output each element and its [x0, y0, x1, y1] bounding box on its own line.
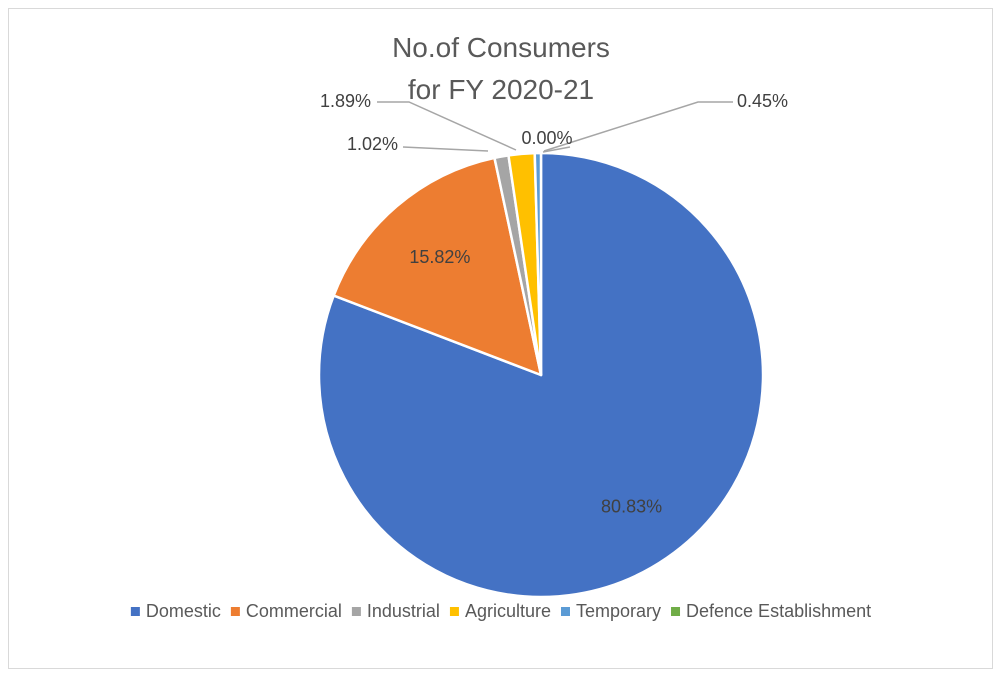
- legend-item-domestic: Domestic: [130, 601, 221, 621]
- pie-slice-commercial: [332, 156, 543, 377]
- legend-label-industrial: Industrial: [367, 601, 440, 621]
- legend-item-commercial: Commercial: [230, 601, 342, 621]
- leader-line-industrial: [402, 146, 489, 152]
- legend-swatch-agriculture: [449, 607, 459, 616]
- legend-swatch-commercial: [230, 607, 240, 616]
- legend-item-temporary: Temporary: [560, 601, 661, 621]
- legend-swatch-industrial: [351, 607, 361, 616]
- legend-swatch-domestic: [130, 607, 140, 616]
- data-label-domestic: 80.83%: [601, 497, 662, 517]
- legend-label-agriculture: Agriculture: [465, 601, 551, 621]
- chart-title-line-2: for FY 2020-21: [408, 74, 594, 105]
- leader-line-agriculture: [377, 101, 517, 151]
- legend: Domestic Commercial Industrial Agriculture T…: [130, 601, 871, 621]
- legend-swatch-defence-establishment: [671, 607, 681, 616]
- data-label-industrial: 1.02%: [347, 134, 398, 154]
- leader-line-defence-establishment: [542, 146, 571, 153]
- legend-label-commercial: Commercial: [246, 601, 342, 621]
- leader-line-temporary: [543, 101, 733, 152]
- data-labels: 80.83% 15.82% 1.02% 1.89% 0.45% 0.00%: [320, 91, 788, 517]
- chart-title-line-1: No.of Consumers: [392, 32, 610, 63]
- legend-label-defence-establishment: Defence Establishment: [686, 601, 871, 621]
- pie-slices: [317, 151, 765, 599]
- legend-item-agriculture: Agriculture: [449, 601, 551, 621]
- leader-lines: [377, 101, 733, 153]
- pie-slice-temporary: [533, 151, 543, 377]
- legend-label-temporary: Temporary: [576, 601, 661, 621]
- legend-label-domestic: Domestic: [146, 601, 221, 621]
- data-label-commercial: 15.82%: [409, 247, 470, 267]
- legend-item-defence-establishment: Defence Establishment: [671, 601, 871, 621]
- data-label-defence-establishment: 0.00%: [521, 128, 572, 148]
- legend-item-industrial: Industrial: [351, 601, 440, 621]
- data-label-agriculture: 1.89%: [320, 91, 371, 111]
- data-label-temporary: 0.45%: [737, 91, 788, 111]
- legend-swatch-temporary: [560, 607, 570, 616]
- chart-title: No.of Consumers for FY 2020-21: [392, 32, 610, 105]
